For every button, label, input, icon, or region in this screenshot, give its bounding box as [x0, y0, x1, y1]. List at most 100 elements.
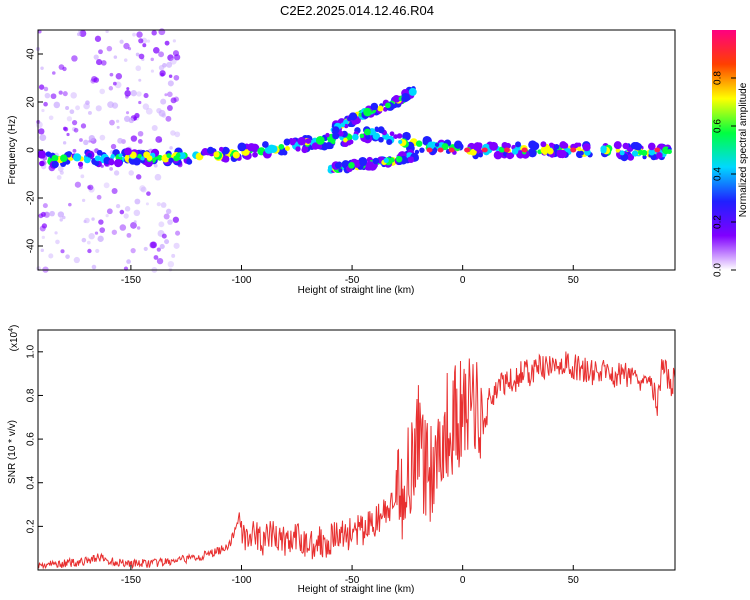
- spectrogram-cell: [172, 39, 176, 43]
- spectrogram-cell: [375, 127, 380, 133]
- spectrogram-cell: [334, 162, 342, 169]
- spectrogram-cell: [83, 219, 87, 224]
- spectrogram-cell: [146, 39, 151, 43]
- spectrogram-cell: [87, 184, 94, 191]
- spectrogram-cell: [76, 32, 81, 37]
- spectrogram-cell: [359, 133, 365, 139]
- spectrogram-cell: [531, 141, 540, 151]
- spectrogram-cell: [393, 134, 398, 140]
- spectrogram-cell: [170, 97, 177, 104]
- spectrogram-cell: [146, 191, 151, 196]
- spectrogram-cell: [130, 90, 137, 97]
- spectrogram-cell: [101, 60, 107, 66]
- spectrogram-cell: [562, 142, 569, 149]
- snr-multiplier: (x104): [8, 325, 20, 352]
- x-tick-label: 50: [568, 575, 580, 586]
- spectrogram-cell: [166, 105, 173, 111]
- spectrogram-cell: [206, 146, 215, 155]
- spectrogram-cell: [175, 230, 181, 236]
- spectrogram-cell: [66, 152, 72, 158]
- spectrogram-cell: [58, 90, 63, 95]
- spectrogram-cell: [94, 35, 102, 42]
- spectrogram-cell: [619, 150, 625, 156]
- spectrogram-peak: [521, 147, 528, 153]
- y-tick-label: -20: [26, 190, 37, 205]
- spectrogram-cell: [282, 150, 288, 156]
- spectrogram-cell: [117, 137, 124, 144]
- spectrogram-cell: [124, 206, 131, 212]
- spectrogram-cell: [66, 132, 70, 137]
- spectrogram-cell: [364, 128, 371, 136]
- spectrogram-cell: [139, 185, 146, 192]
- spectrogram-peak: [464, 147, 471, 153]
- spectrogram-cell: [108, 86, 114, 91]
- colorbar: 0.0 0.2 0.4 0.6 0.8 Normalized spectral ampl…: [712, 30, 749, 277]
- snr-multiplier-exp: 4: [8, 328, 15, 332]
- spectrogram-cell: [132, 157, 141, 166]
- spectrogram-cell: [153, 255, 159, 260]
- spectrogram-cell: [252, 151, 258, 158]
- spectrogram-cell: [167, 219, 173, 225]
- spectrogram-cell: [402, 131, 411, 141]
- spectrogram-cell: [96, 149, 103, 156]
- spectrogram-cell: [106, 208, 113, 215]
- spectrogram-cell: [95, 248, 100, 254]
- spectrogram-cell: [91, 217, 95, 221]
- spectrogram-cell: [43, 101, 48, 107]
- spectrogram-cell: [161, 233, 167, 239]
- spectrogram-peak: [570, 147, 577, 153]
- spectrogram-cell: [66, 116, 73, 122]
- spectrogram-cell: [111, 229, 118, 235]
- spectrogram-cell: [366, 161, 375, 169]
- spectrogram-cell: [140, 186, 147, 193]
- spectrogram-cell: [83, 156, 91, 164]
- spectrogram-cell: [262, 141, 269, 148]
- spectrogram-cell: [166, 153, 172, 159]
- spectrogram-cell: [37, 152, 43, 158]
- spectrogram-cell: [135, 174, 142, 180]
- spectrogram-cell: [154, 173, 162, 181]
- spectrogram-cell: [160, 202, 167, 208]
- spectrogram-cell: [155, 136, 163, 143]
- spectrogram-cell: [136, 31, 143, 38]
- spectrogram-cell: [284, 145, 290, 151]
- spectrogram-cell: [81, 237, 87, 243]
- spectrogram-cell: [79, 138, 83, 142]
- spectrogram-cell: [528, 149, 537, 158]
- colorbar-tick-label: 0.8: [713, 71, 724, 85]
- spectrogram-cell: [71, 55, 78, 62]
- spectrogram-cell: [50, 93, 57, 100]
- spectrogram-cell: [232, 151, 240, 159]
- colorbar-gradient: [712, 30, 736, 270]
- spectrogram-cell: [351, 133, 359, 141]
- spectrogram-cell: [473, 142, 483, 152]
- spectrogram-cell: [291, 138, 297, 144]
- x-tick-label: -100: [231, 575, 251, 586]
- snr-frame: [37, 329, 676, 571]
- spectrogram-cell: [129, 151, 137, 159]
- y-tick-label: 0: [26, 147, 37, 153]
- spectrogram-cell: [168, 74, 173, 78]
- spectrogram-cell: [80, 174, 85, 179]
- spectrogram-cell: [370, 130, 377, 136]
- spectrogram-cell: [558, 149, 567, 159]
- spectrogram-cell: [75, 105, 80, 111]
- spectrogram-cell: [164, 40, 170, 46]
- spectrogram-cell: [173, 74, 180, 81]
- figure-title: C2E2.2025.014.12.46.R04: [280, 3, 434, 18]
- spectrogram-cell: [613, 141, 622, 150]
- spectrogram-cell: [80, 123, 87, 129]
- colorbar-tick-label: 0.2: [713, 215, 724, 229]
- spectrogram-cell: [138, 53, 145, 60]
- spectrogram-cell: [87, 185, 91, 190]
- spectrogram-cell: [37, 29, 42, 34]
- spectrogram-cell: [344, 123, 349, 129]
- spectrogram-cell: [156, 202, 161, 207]
- spectrogram-cell: [94, 155, 101, 162]
- spectrogram-cell: [330, 139, 336, 145]
- spectrogram-cell: [631, 150, 639, 157]
- spectrogram-cell: [72, 148, 77, 153]
- spectrogram-cell: [41, 235, 45, 240]
- spectrogram-cell: [348, 112, 358, 121]
- spectrogram-cell: [648, 148, 656, 156]
